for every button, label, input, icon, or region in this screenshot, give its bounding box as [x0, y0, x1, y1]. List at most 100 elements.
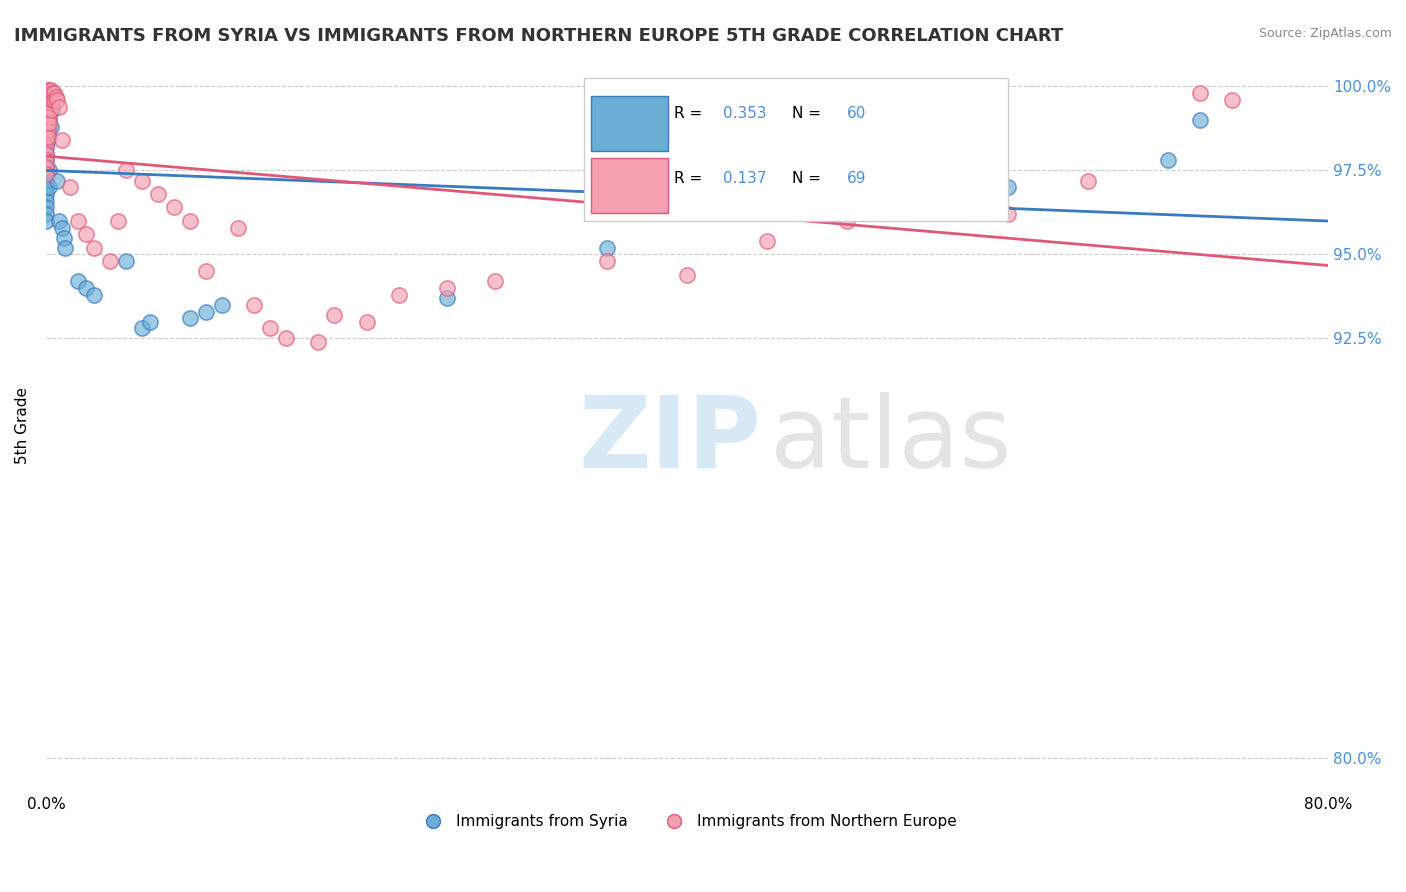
Point	[37, 86, 59, 100]
Point	[37, 106, 59, 120]
Point	[38, 163, 60, 178]
Point	[195, 264, 218, 278]
Point	[52, 230, 75, 244]
Point	[35, 120, 58, 134]
Point	[37, 83, 59, 97]
Point	[37, 96, 59, 111]
Point	[37, 89, 59, 103]
Point	[1188, 86, 1211, 100]
Point	[42, 93, 65, 107]
Point	[35, 113, 58, 128]
Point	[35, 180, 58, 194]
Point	[484, 274, 506, 288]
Text: 0.353: 0.353	[723, 105, 766, 120]
Point	[35, 93, 58, 107]
Point	[41, 86, 63, 100]
Point	[179, 214, 201, 228]
Point	[37, 129, 59, 144]
Point	[42, 93, 65, 107]
Point	[45, 89, 67, 103]
Point	[35, 100, 58, 114]
Text: atlas: atlas	[770, 392, 1012, 489]
Point	[75, 227, 97, 242]
Point	[41, 103, 63, 117]
Point	[1157, 153, 1180, 168]
Point	[243, 298, 266, 312]
Point	[307, 334, 329, 349]
Point	[35, 146, 58, 161]
Point	[38, 89, 60, 103]
Point	[226, 220, 249, 235]
Point	[37, 127, 59, 141]
Text: N =: N =	[792, 105, 827, 120]
Point	[35, 140, 58, 154]
Text: R =: R =	[675, 105, 707, 120]
Point	[436, 291, 458, 305]
Point	[35, 194, 58, 208]
Point	[38, 86, 60, 100]
Point	[38, 180, 60, 194]
Point	[259, 321, 281, 335]
Point	[39, 103, 62, 117]
Point	[48, 100, 70, 114]
Point	[37, 113, 59, 128]
Point	[146, 186, 169, 201]
Point	[48, 214, 70, 228]
Point	[436, 281, 458, 295]
Point	[39, 96, 62, 111]
Point	[38, 110, 60, 124]
Point	[83, 287, 105, 301]
Point	[39, 120, 62, 134]
Point	[41, 89, 63, 103]
Point	[35, 133, 58, 147]
Point	[35, 160, 58, 174]
Point	[39, 96, 62, 111]
Point	[37, 103, 59, 117]
Point	[35, 214, 58, 228]
Text: 69: 69	[848, 171, 868, 186]
Point	[596, 254, 619, 268]
Text: 0.137: 0.137	[723, 171, 766, 186]
Point	[139, 315, 162, 329]
Point	[38, 100, 60, 114]
FancyBboxPatch shape	[591, 96, 668, 151]
Text: R =: R =	[675, 171, 707, 186]
Point	[35, 106, 58, 120]
Point	[997, 207, 1019, 221]
Point	[211, 298, 233, 312]
Point	[323, 308, 346, 322]
Point	[1077, 173, 1099, 187]
Point	[917, 194, 939, 208]
Point	[35, 86, 58, 100]
Point	[35, 120, 58, 134]
Point	[1220, 93, 1243, 107]
Point	[98, 254, 121, 268]
Point	[38, 103, 60, 117]
Legend: Immigrants from Syria, Immigrants from Northern Europe: Immigrants from Syria, Immigrants from N…	[412, 808, 962, 836]
Point	[276, 331, 298, 345]
Point	[66, 274, 89, 288]
Point	[107, 214, 129, 228]
Point	[38, 96, 60, 111]
FancyBboxPatch shape	[585, 78, 1008, 220]
Point	[35, 167, 58, 181]
Point	[38, 106, 60, 120]
Point	[35, 86, 58, 100]
Point	[51, 220, 73, 235]
Y-axis label: 5th Grade: 5th Grade	[15, 387, 30, 464]
Point	[39, 86, 62, 100]
Point	[37, 120, 59, 134]
Point	[46, 93, 69, 107]
Point	[38, 116, 60, 130]
Point	[35, 127, 58, 141]
Point	[37, 133, 59, 147]
Point	[35, 100, 58, 114]
Point	[179, 311, 201, 326]
Point	[37, 123, 59, 137]
Point	[39, 89, 62, 103]
Point	[35, 153, 58, 168]
Point	[356, 315, 378, 329]
Point	[387, 287, 409, 301]
Point	[75, 281, 97, 295]
Point	[131, 321, 153, 335]
